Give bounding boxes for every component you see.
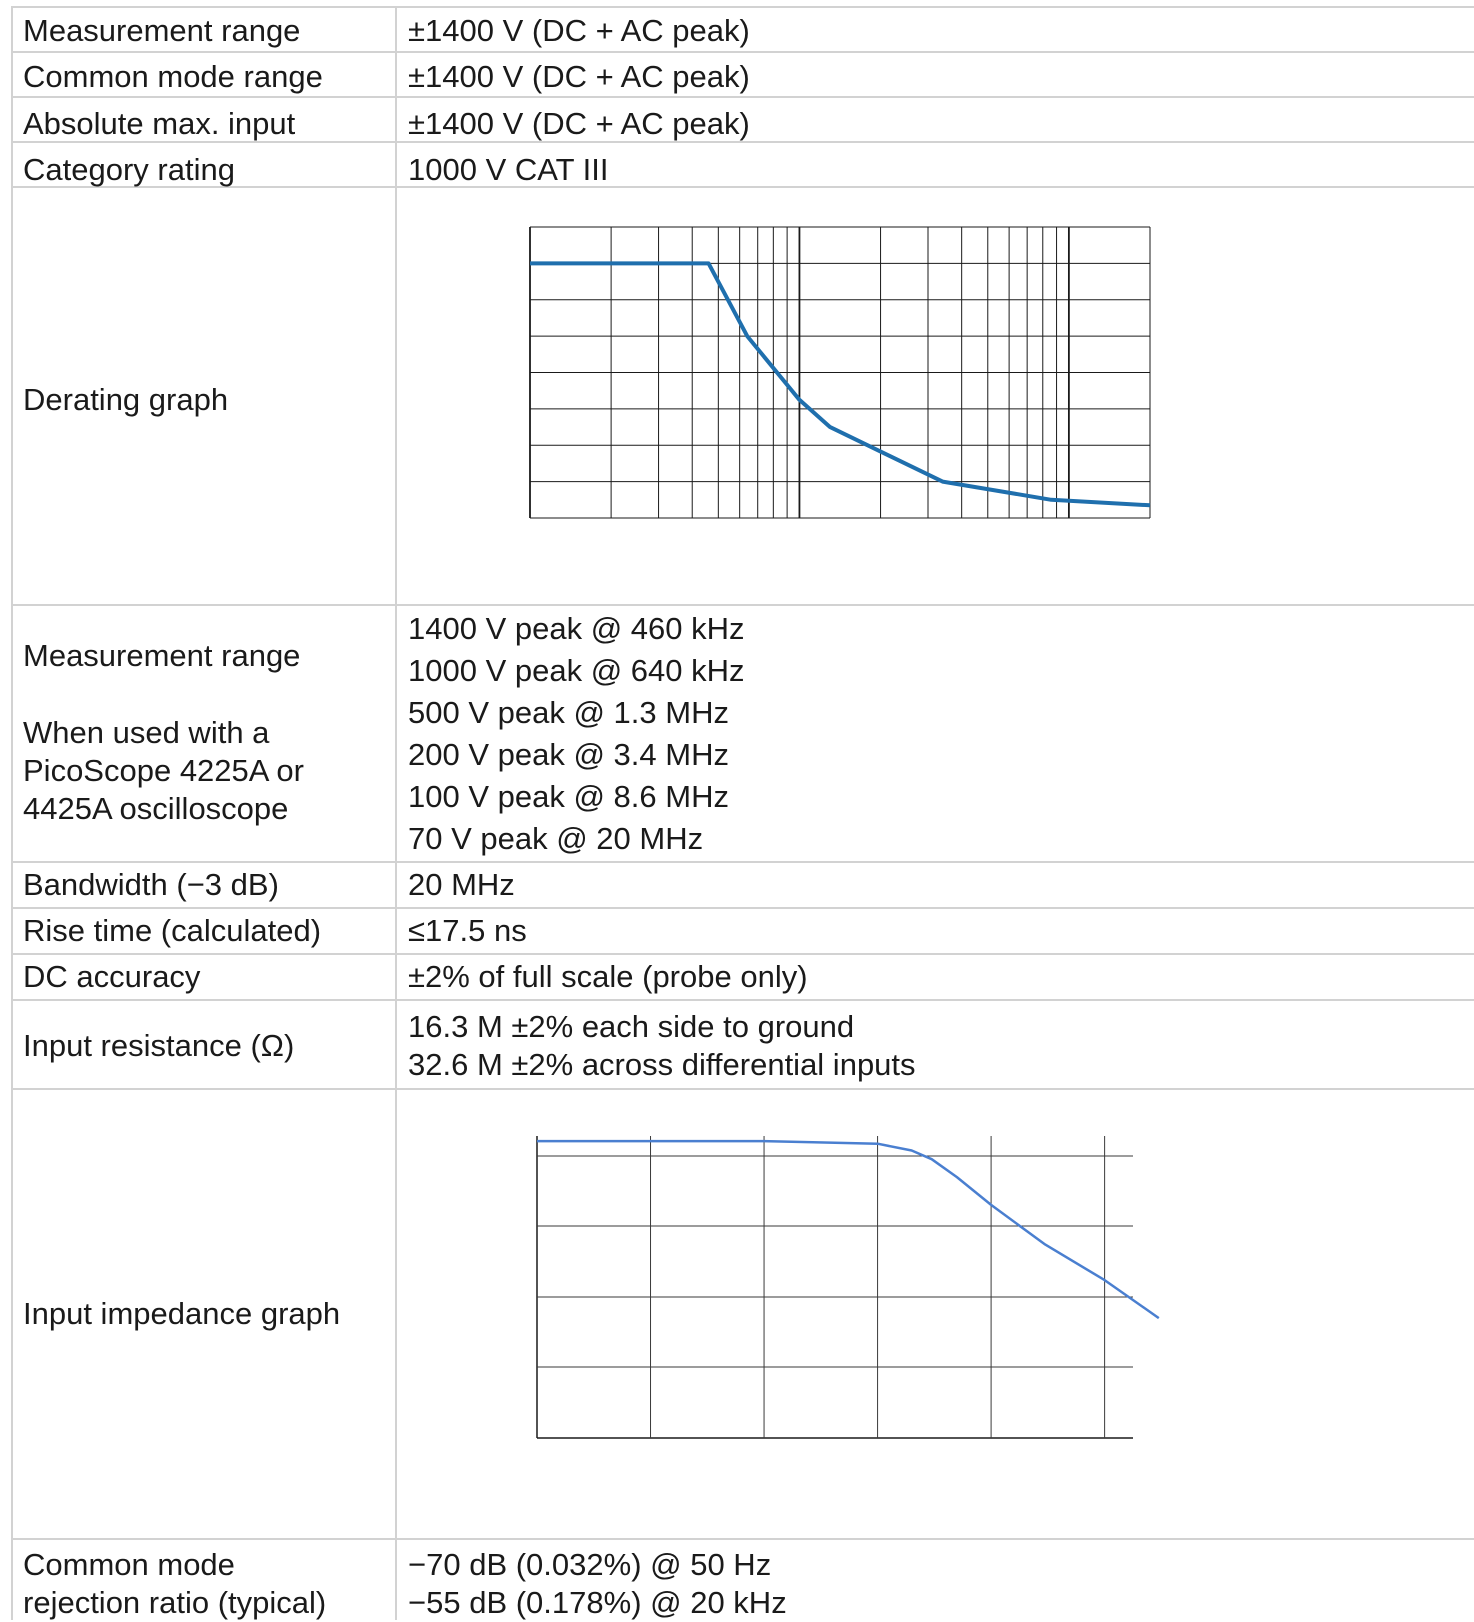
- row-value-line: 100 V peak @ 8.6 MHz: [408, 779, 729, 814]
- row-label: Measurement range: [23, 13, 301, 48]
- row-divider: [11, 6, 1474, 8]
- row-value-line: −55 dB (0.178%) @ 20 kHz: [408, 1585, 787, 1620]
- row-value-line: 1000 V peak @ 640 kHz: [408, 653, 745, 688]
- derating-series-line: [530, 261, 1151, 508]
- row-value: ±1400 V (DC + AC peak): [408, 59, 750, 94]
- row-value: 1000 V CAT III: [408, 152, 609, 187]
- row-value-line: 200 V peak @ 3.4 MHz: [408, 737, 729, 772]
- row-divider: [11, 861, 1474, 863]
- row-value: ±2% of full scale (probe only): [408, 959, 808, 994]
- row-label: Common mode: [23, 1547, 235, 1582]
- row-label: Category rating: [23, 152, 235, 187]
- impedance-series-line: [537, 1139, 1160, 1320]
- impedance-chart: [440, 1120, 1160, 1520]
- row-label: DC accuracy: [23, 959, 201, 994]
- derating-chart: [420, 205, 1200, 595]
- row-label: Input resistance (Ω): [23, 1028, 295, 1063]
- row-label: Derating graph: [23, 382, 229, 417]
- row-divider: [11, 186, 1474, 188]
- row-divider: [11, 141, 1474, 143]
- row-divider: [11, 999, 1474, 1001]
- row-label: Absolute max. input: [23, 106, 296, 141]
- row-divider: [11, 604, 1474, 606]
- row-value: ≤17.5 ns: [408, 913, 527, 948]
- row-divider: [11, 96, 1474, 98]
- row-value-line: 70 V peak @ 20 MHz: [408, 821, 704, 856]
- column-divider: [11, 6, 13, 1620]
- row-label: Common mode range: [23, 59, 323, 94]
- derating-chart-svg: [529, 226, 1151, 519]
- row-label: Input impedance graph: [23, 1296, 341, 1331]
- row-label: Rise time (calculated): [23, 913, 322, 948]
- row-value-line: 32.6 M ±2% across differential inputs: [408, 1047, 916, 1082]
- column-divider: [395, 6, 397, 1620]
- row-value: ±1400 V (DC + AC peak): [408, 13, 750, 48]
- row-label: rejection ratio (typical): [23, 1585, 327, 1620]
- row-value: ±1400 V (DC + AC peak): [408, 106, 750, 141]
- row-divider: [11, 953, 1474, 955]
- row-value-line: −70 dB (0.032%) @ 50 Hz: [408, 1547, 772, 1582]
- row-label: PicoScope 4225A or: [23, 753, 304, 788]
- row-value-line: 500 V peak @ 1.3 MHz: [408, 695, 729, 730]
- row-label: When used with a: [23, 715, 270, 750]
- row-value-line: 1400 V peak @ 460 kHz: [408, 611, 745, 646]
- impedance-chart-svg: [536, 1136, 1160, 1439]
- row-value-line: 16.3 M ±2% each side to ground: [408, 1009, 855, 1044]
- row-value: 20 MHz: [408, 867, 515, 902]
- row-label: 4425A oscilloscope: [23, 791, 289, 826]
- row-divider: [11, 51, 1474, 53]
- row-divider: [11, 1088, 1474, 1090]
- row-label: Measurement range: [23, 638, 301, 673]
- row-divider: [11, 1538, 1474, 1540]
- row-label: Bandwidth (−3 dB): [23, 867, 279, 902]
- row-divider: [11, 907, 1474, 909]
